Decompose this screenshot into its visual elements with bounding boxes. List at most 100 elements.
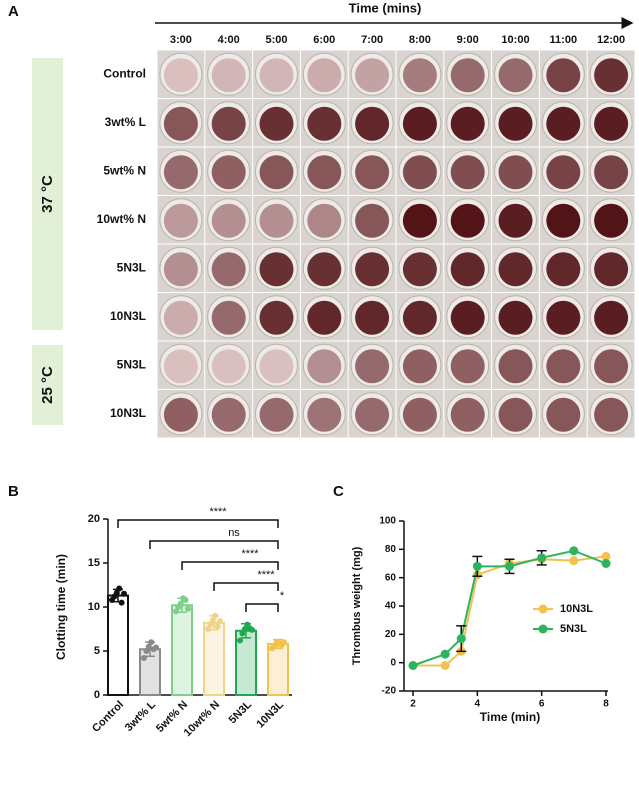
well-blood	[163, 349, 198, 384]
y-axis-label: Thrombus weight (mg)	[351, 546, 363, 665]
data-point	[173, 608, 179, 615]
x-tick-label: 2	[410, 699, 416, 710]
well-blood	[546, 155, 581, 190]
column-label: 12:00	[597, 34, 625, 46]
well-blood	[450, 252, 485, 287]
data-point	[440, 661, 450, 670]
significance-label: ****	[257, 569, 275, 581]
well-blood	[498, 349, 533, 384]
data-point	[182, 596, 189, 603]
well-blood	[259, 397, 294, 432]
well-blood	[163, 106, 198, 141]
x-tick-label: Control	[90, 699, 126, 735]
bar	[171, 604, 193, 696]
well-blood	[211, 397, 246, 432]
data-point	[537, 553, 547, 563]
data-point	[209, 617, 216, 624]
well-blood	[546, 106, 581, 141]
legend-label: 5N3L	[560, 623, 587, 635]
panel-label: C	[333, 483, 344, 500]
data-point	[177, 600, 184, 607]
significance-bracket	[213, 582, 279, 591]
y-axis-label: Clotting time (min)	[54, 554, 68, 660]
well-blood	[307, 349, 342, 384]
significance-label: ****	[241, 548, 259, 560]
well-blood	[163, 203, 198, 238]
data-point	[601, 551, 611, 561]
column-label: 11:00	[550, 34, 578, 46]
time-title: Time (mins)	[349, 0, 422, 15]
well-blood	[211, 58, 246, 93]
well-blood	[402, 58, 437, 93]
group-label: 37 °C	[39, 175, 56, 213]
column-label: 10:00	[501, 34, 529, 46]
well-blood	[259, 106, 294, 141]
y-tick-label: 60	[385, 572, 397, 583]
well-blood	[402, 106, 437, 141]
well-blood	[163, 252, 198, 287]
well-blood	[594, 349, 629, 384]
well-blood	[211, 203, 246, 238]
well-blood	[211, 300, 246, 335]
significance-label: *	[280, 590, 285, 602]
y-tick-label: 0	[94, 689, 100, 701]
data-point	[237, 637, 243, 644]
group-box	[32, 345, 63, 425]
well-blood	[450, 300, 485, 335]
data-point	[601, 559, 611, 568]
significance-bracket	[117, 519, 279, 528]
well-blood	[307, 106, 342, 141]
well-blood	[402, 397, 437, 432]
well-blood	[498, 397, 533, 432]
data-point	[281, 639, 287, 646]
panel-label: B	[8, 483, 19, 500]
well-blood	[546, 300, 581, 335]
x-tick-label: 8	[603, 699, 609, 710]
well-blood	[307, 58, 342, 93]
data-point	[214, 623, 221, 630]
well-blood	[450, 203, 485, 238]
well-blood	[259, 203, 294, 238]
data-point	[118, 599, 125, 606]
well-blood	[594, 203, 629, 238]
data-point	[249, 626, 255, 633]
x-tick-label: 3wt% L	[123, 699, 158, 734]
well-blood	[498, 300, 533, 335]
well-blood	[546, 349, 581, 384]
x-tick-label: 6	[539, 699, 545, 710]
well-blood	[498, 203, 533, 238]
column-label: 9:00	[457, 34, 479, 46]
column-label: 3:00	[170, 34, 192, 46]
well-blood	[355, 106, 390, 141]
well-blood	[546, 203, 581, 238]
row-label: 10N3L	[110, 309, 146, 323]
data-point	[185, 605, 191, 612]
well-blood	[594, 58, 629, 93]
data-point	[472, 561, 482, 571]
well-blood	[259, 58, 294, 93]
well-blood	[498, 58, 533, 93]
y-tick-label: 15	[88, 557, 100, 569]
well-blood	[594, 155, 629, 190]
well-blood	[546, 252, 581, 287]
well-blood	[163, 397, 198, 432]
well-blood	[211, 155, 246, 190]
row-label: 10wt% N	[97, 212, 146, 226]
significance-label: ****	[209, 506, 227, 518]
x-tick-label: 5N3L	[227, 698, 255, 726]
data-point	[569, 556, 579, 566]
well-blood	[450, 106, 485, 141]
well-blood	[163, 300, 198, 335]
data-point	[217, 618, 223, 625]
column-label: 6:00	[313, 34, 335, 46]
legend-marker	[538, 624, 548, 634]
column-label: 8:00	[409, 34, 431, 46]
significance-label: ns	[228, 527, 240, 539]
column-label: 4:00	[218, 34, 240, 46]
data-point	[153, 644, 159, 651]
well-blood	[355, 203, 390, 238]
well-blood	[259, 155, 294, 190]
well-blood	[211, 106, 246, 141]
bar	[203, 621, 225, 697]
well-blood	[211, 349, 246, 384]
